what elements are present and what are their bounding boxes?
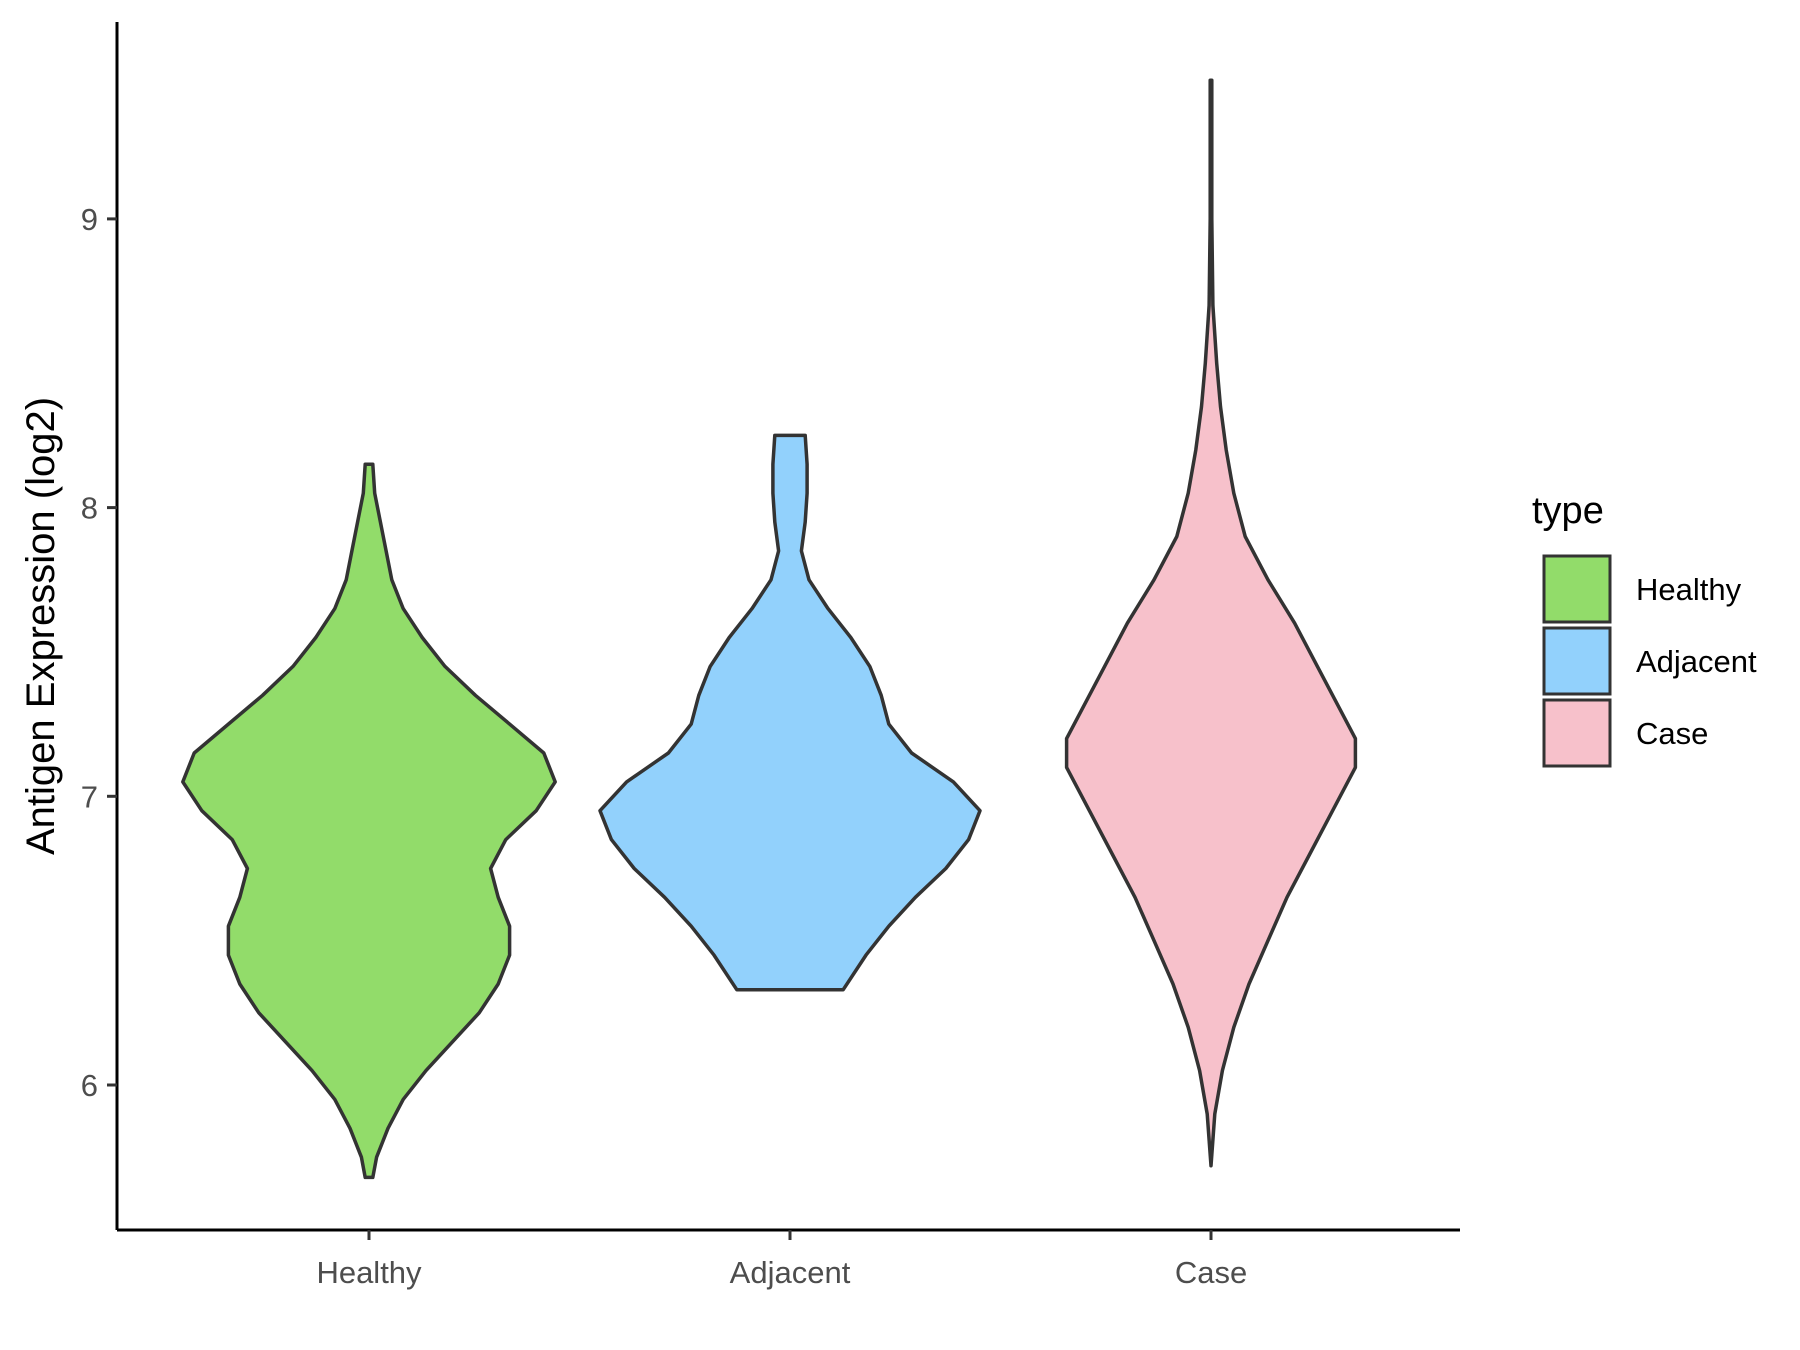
legend-label-case: Case (1636, 716, 1708, 751)
legend-label-healthy: Healthy (1636, 572, 1742, 607)
violin-healthy (181, 462, 557, 1180)
y-tick-label: 7 (81, 779, 98, 814)
y-tick-label: 8 (81, 491, 98, 526)
violin-case (1064, 78, 1358, 1168)
legend-label-adjacent: Adjacent (1636, 644, 1757, 679)
x-ticks: Healthy Adjacent Case (316, 1230, 1247, 1290)
violin-adjacent (598, 433, 982, 992)
legend-key-healthy (1542, 554, 1612, 624)
y-tick-label: 9 (81, 202, 98, 237)
plot-area (181, 78, 1358, 1180)
legend-key-adjacent (1542, 626, 1612, 696)
legend: type Healthy Adjacent Case (1532, 490, 1757, 768)
x-tick-label-adjacent: Adjacent (730, 1255, 851, 1290)
x-tick-label-case: Case (1175, 1255, 1247, 1290)
x-tick-label-healthy: Healthy (316, 1255, 422, 1290)
y-axis-title: Antigen Expression (log2) (19, 397, 63, 855)
legend-entries: Healthy Adjacent Case (1542, 554, 1757, 768)
legend-key-case (1542, 698, 1612, 768)
y-ticks: 6 7 8 9 (81, 202, 117, 1103)
y-tick-label: 6 (81, 1068, 98, 1103)
legend-title: type (1532, 490, 1604, 532)
